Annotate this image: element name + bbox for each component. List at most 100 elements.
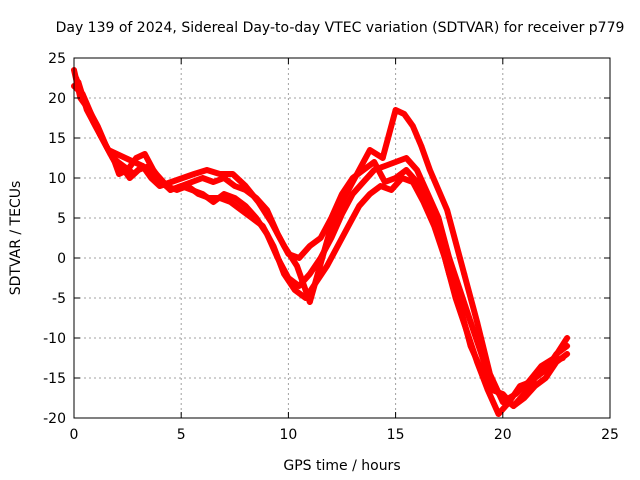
data-point: [341, 195, 348, 201]
data-point: [354, 171, 361, 177]
data-point: [414, 167, 421, 173]
y-tick-label: -10: [43, 331, 66, 347]
data-point: [512, 391, 519, 397]
data-point: [120, 163, 127, 169]
data-point: [131, 171, 138, 177]
data-point: [435, 187, 442, 193]
data-point: [521, 395, 528, 401]
data-point: [328, 223, 335, 229]
data-point: [345, 223, 352, 229]
x-tick-label: 5: [177, 427, 186, 443]
data-point: [216, 171, 223, 177]
data-point: [229, 171, 236, 177]
y-tick-label: 15: [48, 131, 66, 147]
data-point: [306, 299, 313, 305]
data-point: [306, 271, 313, 277]
data-point: [388, 187, 395, 193]
data-point: [116, 171, 123, 177]
data-point: [452, 295, 459, 301]
data-point: [381, 163, 388, 169]
data-point: [467, 319, 474, 325]
data-point: [392, 107, 399, 113]
data-point: [360, 179, 367, 185]
data-point: [486, 371, 493, 377]
data-point: [564, 351, 571, 357]
data-point: [96, 131, 103, 137]
series-band: [71, 83, 571, 405]
data-point: [199, 175, 206, 181]
data-point: [381, 179, 388, 185]
data-point: [403, 167, 410, 173]
data-point: [463, 327, 470, 333]
data-point: [231, 195, 238, 201]
data-point: [291, 287, 298, 293]
y-tick-label: 0: [57, 251, 66, 267]
data-point: [403, 155, 410, 161]
data-point: [435, 215, 442, 221]
data-point: [392, 159, 399, 165]
x-tick-label: 10: [279, 427, 297, 443]
y-tick-label: -5: [52, 291, 66, 307]
data-point: [188, 179, 195, 185]
data-point: [551, 355, 558, 361]
data-point: [268, 219, 275, 225]
data-point: [456, 287, 463, 293]
data-point: [317, 235, 324, 241]
y-tick-label: -20: [43, 411, 66, 427]
data-point: [559, 355, 566, 361]
data-point: [270, 243, 277, 249]
data-point: [306, 243, 313, 249]
x-tick-label: 25: [601, 427, 619, 443]
data-point: [542, 375, 549, 381]
series-track-c: [75, 79, 566, 417]
data-marks: [71, 67, 571, 417]
y-tick-label: 5: [57, 211, 66, 227]
data-point: [259, 223, 266, 229]
data-point: [173, 187, 180, 193]
data-point: [323, 263, 330, 269]
data-point: [564, 335, 571, 341]
data-point: [371, 167, 378, 173]
data-point: [255, 199, 262, 205]
data-point: [531, 383, 538, 389]
data-point: [484, 387, 491, 393]
data-point: [474, 319, 481, 325]
data-point: [195, 191, 202, 197]
series-track-b: [73, 75, 571, 409]
data-point: [401, 111, 408, 117]
data-point: [227, 199, 234, 205]
data-point: [281, 243, 288, 249]
data-point: [431, 223, 438, 229]
series-band: [73, 75, 571, 409]
data-point: [242, 203, 249, 209]
x-tick-label: 15: [387, 427, 405, 443]
data-point: [231, 183, 238, 189]
data-point: [366, 191, 373, 197]
data-point: [148, 175, 155, 181]
data-point: [206, 195, 213, 201]
data-point: [392, 175, 399, 181]
data-point: [409, 179, 416, 185]
data-point: [444, 207, 451, 213]
y-tick-label: -15: [43, 371, 66, 387]
data-point: [356, 203, 363, 209]
plot-frame: [73, 57, 611, 419]
data-point: [426, 167, 433, 173]
data-point: [75, 79, 82, 85]
data-point: [216, 195, 223, 201]
data-point: [461, 271, 468, 277]
data-point: [191, 171, 198, 177]
data-point: [184, 183, 191, 189]
data-point: [424, 191, 431, 197]
data-point: [296, 255, 303, 261]
data-point: [203, 167, 210, 173]
data-point: [79, 91, 86, 97]
data-point: [474, 359, 481, 365]
data-point: [420, 199, 427, 205]
data-point: [281, 271, 288, 277]
y-axis-label: SDTVAR / TECUs: [8, 181, 24, 296]
y-tick-label: 25: [48, 51, 66, 67]
data-point: [334, 243, 341, 249]
data-point: [141, 151, 148, 157]
